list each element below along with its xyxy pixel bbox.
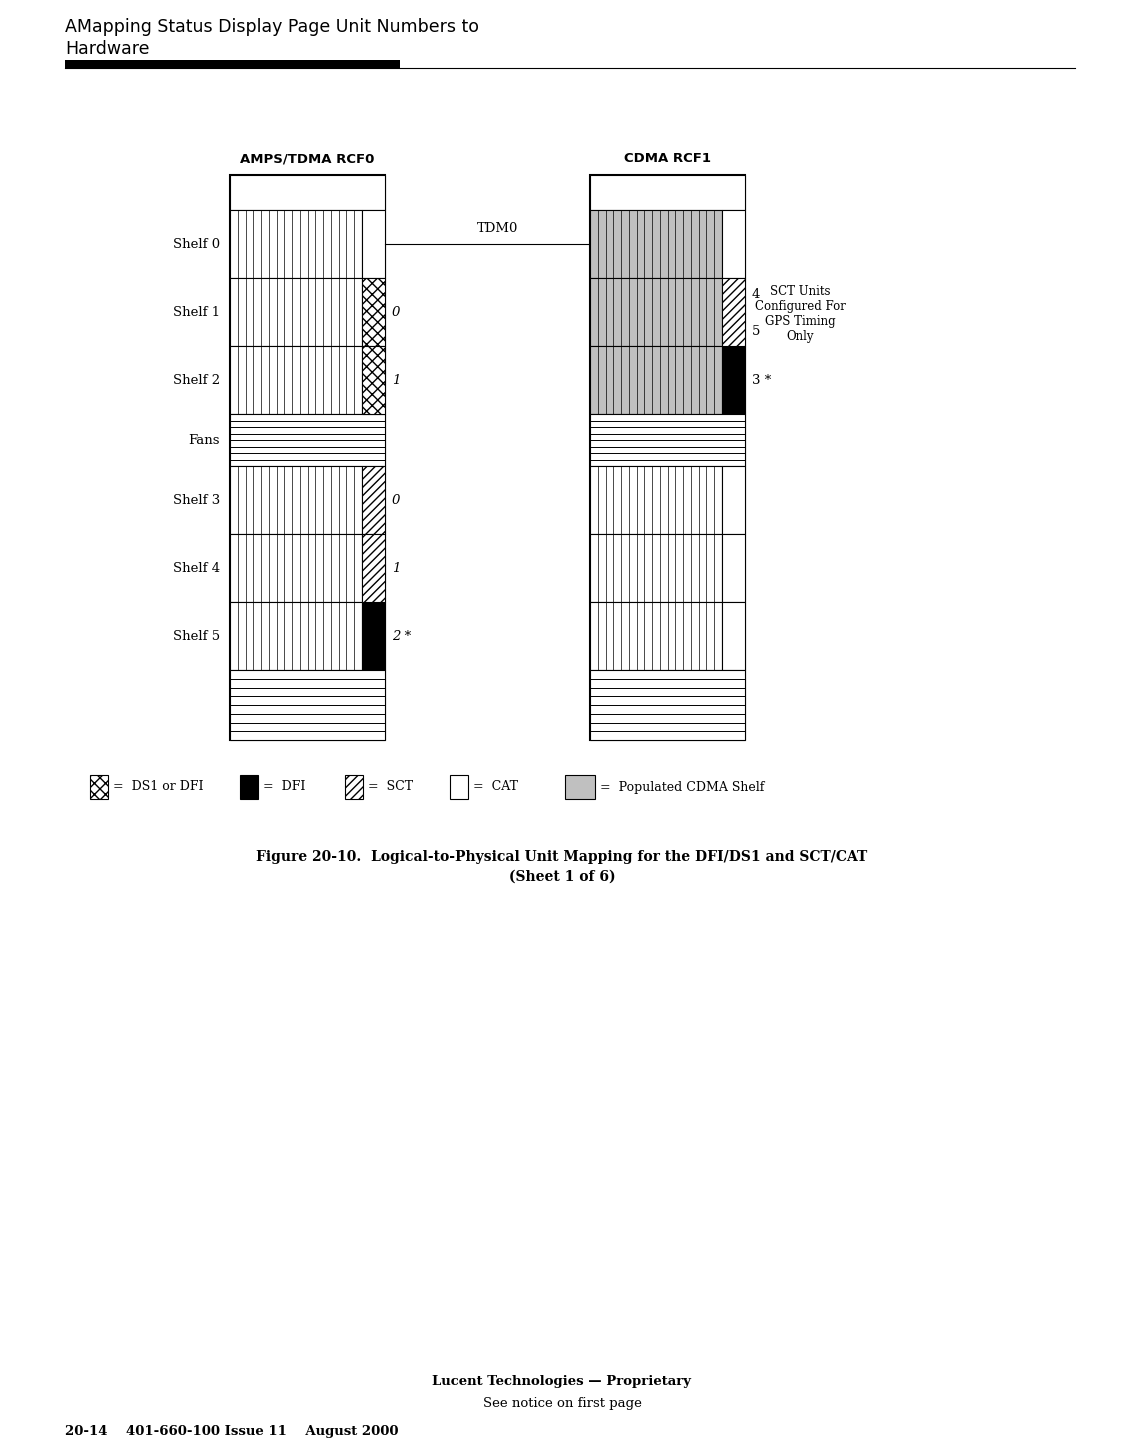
Text: 20-14    401-660-100 Issue 11    August 2000: 20-14 401-660-100 Issue 11 August 2000	[65, 1425, 398, 1439]
Bar	[362, 347, 385, 414]
Text: Shelf 1: Shelf 1	[173, 306, 220, 319]
Bar	[362, 466, 385, 534]
Text: CDMA RCF1: CDMA RCF1	[624, 151, 711, 165]
Bar	[590, 175, 745, 210]
Bar	[565, 775, 595, 799]
Bar	[590, 534, 722, 601]
Bar	[590, 670, 745, 740]
Text: Lucent Technologies — Proprietary: Lucent Technologies — Proprietary	[432, 1374, 692, 1388]
Bar	[590, 210, 722, 278]
Bar	[240, 775, 258, 799]
Bar	[229, 670, 385, 740]
Bar	[229, 175, 385, 740]
Bar	[722, 347, 745, 414]
Bar	[229, 278, 362, 347]
Text: 5: 5	[752, 325, 760, 338]
Bar	[590, 466, 722, 534]
Text: 1: 1	[392, 374, 400, 386]
Text: 0: 0	[392, 494, 400, 507]
Text: 3 *: 3 *	[752, 374, 772, 386]
Bar	[722, 278, 745, 347]
Bar	[229, 175, 385, 210]
Text: AMPS/TDMA RCF0: AMPS/TDMA RCF0	[241, 151, 375, 165]
Text: Shelf 4: Shelf 4	[173, 562, 220, 575]
Bar	[345, 775, 363, 799]
Bar	[229, 601, 362, 670]
Bar	[229, 414, 385, 466]
Bar	[362, 534, 385, 601]
Text: =  SCT: = SCT	[368, 780, 413, 794]
Text: Figure 20-10.  Logical-to-Physical Unit Mapping for the DFI/DS1 and SCT/CAT: Figure 20-10. Logical-to-Physical Unit M…	[256, 850, 867, 863]
Bar	[362, 210, 385, 278]
Bar	[590, 175, 745, 740]
Text: TDM0: TDM0	[477, 221, 519, 234]
Bar	[722, 466, 745, 534]
Bar	[362, 601, 385, 670]
Text: Shelf 3: Shelf 3	[173, 494, 220, 507]
Text: =  DS1 or DFI: = DS1 or DFI	[112, 780, 204, 794]
Text: Fans: Fans	[189, 434, 220, 447]
Bar	[590, 414, 745, 466]
Text: =  DFI: = DFI	[263, 780, 305, 794]
Bar	[362, 278, 385, 347]
Bar	[65, 60, 400, 68]
Bar	[229, 347, 362, 414]
Bar	[590, 601, 722, 670]
Bar	[722, 601, 745, 670]
Text: 2 *: 2 *	[392, 629, 412, 642]
Bar	[722, 534, 745, 601]
Text: (Sheet 1 of 6): (Sheet 1 of 6)	[508, 871, 615, 884]
Text: Shelf 2: Shelf 2	[173, 374, 220, 386]
Text: SCT Units
Configured For
GPS Timing
Only: SCT Units Configured For GPS Timing Only	[755, 285, 846, 342]
Text: AMapping Status Display Page Unit Numbers to: AMapping Status Display Page Unit Number…	[65, 17, 479, 36]
Text: 1: 1	[392, 562, 400, 575]
Bar	[722, 210, 745, 278]
Text: See notice on first page: See notice on first page	[483, 1396, 641, 1409]
Bar	[90, 775, 108, 799]
Text: =  CAT: = CAT	[472, 780, 518, 794]
Text: =  Populated CDMA Shelf: = Populated CDMA Shelf	[600, 780, 764, 794]
Text: Shelf 0: Shelf 0	[173, 237, 220, 250]
Text: 4: 4	[752, 288, 760, 301]
Bar	[450, 775, 468, 799]
Text: Shelf 5: Shelf 5	[173, 629, 220, 642]
Bar	[229, 210, 362, 278]
Bar	[590, 278, 722, 347]
Text: Hardware: Hardware	[65, 39, 150, 58]
Text: 0: 0	[392, 306, 400, 319]
Bar	[229, 466, 362, 534]
Bar	[590, 347, 722, 414]
Bar	[229, 534, 362, 601]
